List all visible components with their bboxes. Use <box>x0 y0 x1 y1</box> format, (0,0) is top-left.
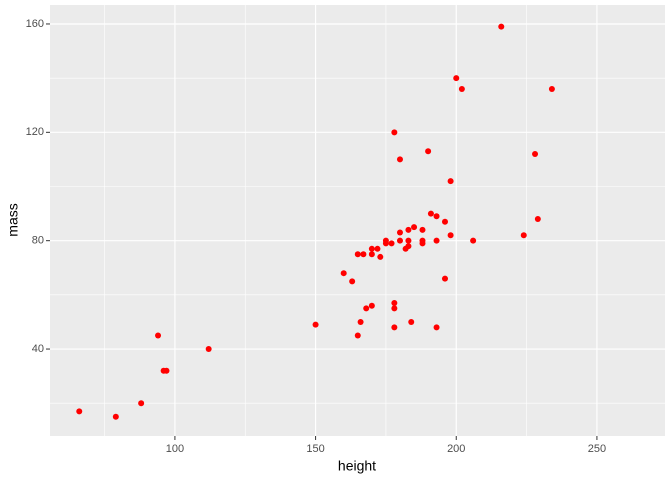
point <box>396 156 403 163</box>
point <box>155 332 162 339</box>
panel <box>50 5 665 436</box>
point <box>447 178 454 185</box>
x-axis-title: height <box>338 458 376 474</box>
point <box>419 226 426 233</box>
point <box>520 232 527 239</box>
point <box>433 324 440 331</box>
point <box>388 240 395 247</box>
point <box>138 400 145 407</box>
point <box>76 408 83 415</box>
y-tick-label: 160 <box>26 18 44 30</box>
point <box>532 150 539 157</box>
point <box>405 243 412 250</box>
x-tick-label: 250 <box>588 443 606 455</box>
point <box>340 270 347 277</box>
x-tick-label: 100 <box>166 443 184 455</box>
point <box>427 210 434 217</box>
point <box>391 129 398 136</box>
point <box>411 224 418 231</box>
point <box>354 332 361 339</box>
point <box>458 85 465 92</box>
point <box>441 275 448 282</box>
point <box>405 237 412 244</box>
point <box>470 237 477 244</box>
point <box>363 305 370 312</box>
point <box>357 318 364 325</box>
point <box>360 251 367 258</box>
point <box>534 216 541 223</box>
y-tick-label: 40 <box>32 343 44 355</box>
x-tick-label: 150 <box>306 443 324 455</box>
y-axis-title: mass <box>5 203 21 236</box>
point <box>498 23 505 30</box>
y-tick-label: 120 <box>26 126 44 138</box>
point <box>391 305 398 312</box>
point <box>354 251 361 258</box>
point <box>382 240 389 247</box>
point <box>433 213 440 220</box>
point <box>548 85 555 92</box>
point <box>453 75 460 82</box>
point <box>391 299 398 306</box>
point <box>349 278 356 285</box>
point <box>396 237 403 244</box>
point <box>447 232 454 239</box>
point <box>419 240 426 247</box>
point <box>163 367 170 374</box>
point <box>391 324 398 331</box>
point <box>368 302 375 309</box>
y-tick-label: 80 <box>32 235 44 247</box>
x-tick-label: 200 <box>447 443 465 455</box>
point <box>374 245 381 252</box>
point <box>368 251 375 258</box>
point <box>441 218 448 225</box>
point <box>368 245 375 252</box>
point <box>408 318 415 325</box>
point <box>112 413 119 420</box>
point <box>433 237 440 244</box>
point <box>405 226 412 233</box>
point <box>377 253 384 260</box>
point <box>396 229 403 236</box>
point <box>425 148 432 155</box>
point <box>312 321 319 328</box>
point <box>205 346 212 353</box>
